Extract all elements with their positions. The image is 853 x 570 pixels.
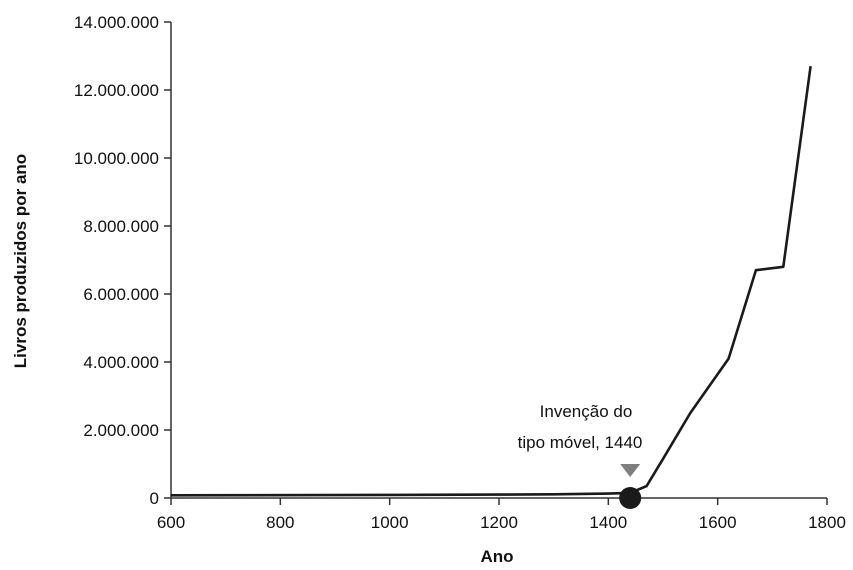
y-tick-label: 0 bbox=[150, 489, 159, 508]
x-tick-label: 1800 bbox=[808, 513, 846, 532]
y-ticks: 0 2.000.000 4.000.000 6.000.000 8.000.000 10.… bbox=[74, 13, 171, 508]
x-tick-label: 800 bbox=[266, 513, 294, 532]
y-tick-label: 12.000.000 bbox=[74, 81, 159, 100]
x-tick-label: 1400 bbox=[589, 513, 627, 532]
y-tick-label: 2.000.000 bbox=[83, 421, 159, 440]
x-tick-label: 600 bbox=[157, 513, 185, 532]
x-ticks: 600 800 1000 1200 1400 1600 1800 bbox=[157, 498, 846, 532]
y-axis-title: Livros produzidos por ano bbox=[11, 154, 30, 368]
annotation-marker bbox=[619, 487, 642, 509]
x-tick-label: 1000 bbox=[371, 513, 409, 532]
x-axis-title: Ano bbox=[480, 547, 513, 566]
y-tick-label: 10.000.000 bbox=[74, 149, 159, 168]
annotation-line-1: Invenção do bbox=[540, 402, 633, 421]
y-tick-label: 4.000.000 bbox=[83, 353, 159, 372]
series-line bbox=[170, 66, 812, 497]
annotation-arrow bbox=[620, 464, 641, 477]
y-tick-label: 6.000.000 bbox=[83, 285, 159, 304]
y-tick-label: 14.000.000 bbox=[74, 13, 159, 32]
x-tick-label: 1600 bbox=[699, 513, 737, 532]
axes bbox=[170, 22, 827, 499]
annotation-line-2: tipo móvel, 1440 bbox=[518, 433, 643, 452]
y-tick-label: 8.000.000 bbox=[83, 217, 159, 236]
annotation: Invenção do tipo móvel, 1440 bbox=[518, 402, 643, 509]
x-tick-label: 1200 bbox=[480, 513, 518, 532]
series-layer bbox=[170, 66, 812, 497]
